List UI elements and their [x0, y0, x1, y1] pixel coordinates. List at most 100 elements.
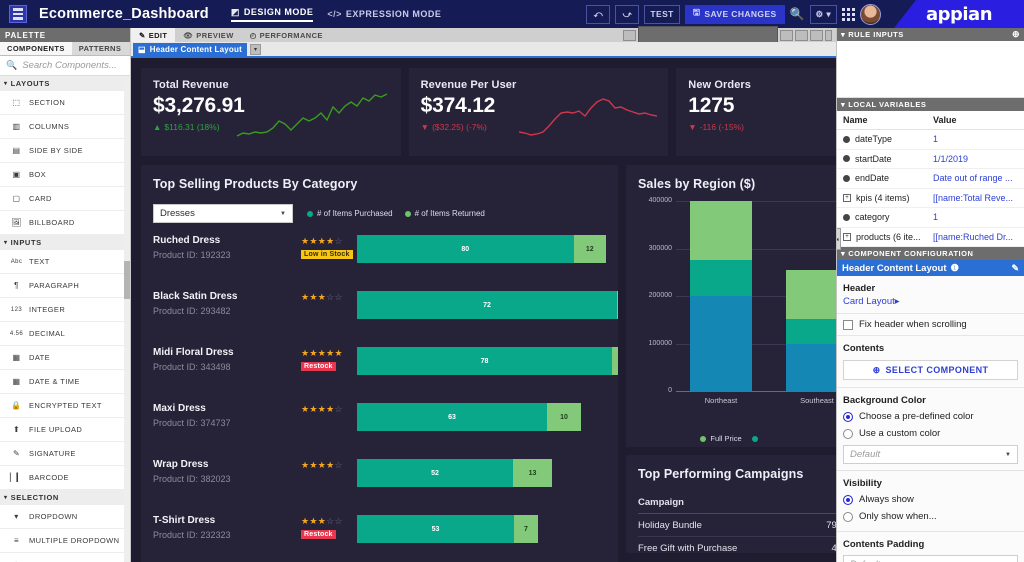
table-row[interactable]: Wrap Dress Product ID: 382023 ★★★★☆ 52 1… [153, 459, 606, 503]
palette-group-inputs[interactable]: ▾ INPUTS [0, 235, 130, 250]
bar-segment-returned: 13 [513, 459, 552, 487]
radio-button-icon[interactable] [843, 428, 853, 439]
checkbox-icon[interactable] [843, 319, 853, 330]
bg-color-dropdown[interactable]: Default ▼ [843, 445, 1018, 464]
paragraph-icon: ¶ [14, 281, 19, 290]
edit-pencil-icon[interactable]: ✎ [1011, 262, 1019, 273]
palette-item-barcode[interactable]: ▏▎ BARCODE [0, 466, 130, 490]
save-changes-button[interactable]: 🖫 SAVE CHANGES [684, 4, 785, 24]
tab-components[interactable]: COMPONENTS [0, 42, 72, 55]
breadcrumb-item-header-content-layout[interactable]: ⬓ Header Content Layout [133, 42, 247, 56]
rule-inputs-header[interactable]: ▾ RULE INPUTS ⊕ [837, 28, 1024, 41]
palette-item-date[interactable]: ▦ DATE [0, 346, 130, 370]
table-row[interactable]: Black Satin Dress Product ID: 293482 ★★★… [153, 291, 618, 335]
expand-plus-icon[interactable]: + [843, 232, 851, 241]
palette-item-box[interactable]: ▣ BOX [0, 163, 130, 187]
table-row[interactable]: Maxi Dress Product ID: 374737 ★★★★☆ 63 1… [153, 403, 606, 447]
card-layout-link[interactable]: Card Layout▸ [843, 296, 900, 307]
test-button[interactable]: TEST [644, 4, 680, 24]
top-bar-actions: ⤺ ⤻ TEST 🖫 SAVE CHANGES 🔍 ⚙ ▾ appian [586, 0, 1024, 28]
fix-header-checkbox-row[interactable]: Fix header when scrolling [837, 313, 1024, 335]
palette-item-date-time[interactable]: ▦ DATE & TIME [0, 370, 130, 394]
stacked-bar: 80 12 [357, 235, 606, 263]
add-circle-icon: ⊕ [872, 364, 881, 375]
local-variables-table: Name Value dateType 1 startDate 1/1/2019… [837, 111, 1024, 247]
product-info: Midi Floral Dress Product ID: 343498 [153, 347, 234, 372]
palette-scrollbar[interactable] [124, 76, 130, 562]
table-row[interactable]: Holiday Bundle 793,2 [638, 514, 836, 537]
palette-item-card[interactable]: ▢ CARD [0, 187, 130, 211]
radio-button-icon[interactable] [843, 494, 853, 505]
bar-segment-full-price [690, 201, 752, 260]
tab-edit[interactable]: ✎ EDIT [131, 28, 176, 42]
device-tablet-landscape[interactable] [795, 29, 808, 41]
palette-item-text[interactable]: Abc TEXT [0, 250, 130, 274]
tab-expression-mode[interactable]: </> EXPRESSION MODE [327, 9, 442, 19]
radio-button-icon[interactable] [843, 411, 853, 422]
table-row[interactable]: T-Shirt Dress Product ID: 232323 ★★★☆☆ R… [153, 515, 606, 559]
search-objects-icon[interactable]: 🔍 [789, 7, 805, 21]
list-item[interactable]: + products (6 ite... [[name:Ruched Dr... [837, 228, 1024, 247]
list-item[interactable]: startDate 1/1/2019 [837, 150, 1024, 169]
tab-performance[interactable]: ◴ PERFORMANCE [249, 30, 323, 40]
palette-item-side-by-side[interactable]: ▤ SIDE BY SIDE [0, 139, 130, 163]
category-dropdown[interactable]: Dresses ▼ [153, 204, 293, 223]
palette-group-selection[interactable]: ▾ SELECTION [0, 490, 130, 505]
device-tablet[interactable] [810, 29, 823, 41]
chevron-down-icon[interactable]: ▾ [249, 43, 261, 55]
list-item[interactable]: category 1 [837, 208, 1024, 228]
visibility-option-always[interactable]: Always show [837, 491, 1024, 508]
visibility-option-conditional[interactable]: Only show when... [837, 508, 1024, 525]
radio-button-icon[interactable] [843, 511, 853, 522]
selected-component-title[interactable]: Header Content Layout ❶ ✎ [837, 260, 1024, 276]
pane-resize-handle[interactable]: ◂ [837, 228, 841, 250]
list-item[interactable]: endDate Date out of range ... [837, 169, 1024, 189]
device-widescreen[interactable] [623, 29, 636, 41]
expand-plus-icon[interactable]: + [843, 193, 851, 202]
table-row[interactable]: Free Gift with Purchase 44,5 [638, 537, 836, 554]
redo-icon[interactable]: ⤻ [615, 4, 640, 24]
sales-by-region-card: Sales by Region ($) 400000 300000 200000… [626, 165, 836, 447]
local-variables-header[interactable]: ▾ LOCAL VARIABLES [837, 98, 1024, 111]
palette-item-dropdown[interactable]: ▾ DROPDOWN [0, 505, 130, 529]
tab-preview[interactable]: 👁 PREVIEW [183, 30, 234, 40]
palette-item-integer[interactable]: 123 INTEGER [0, 298, 130, 322]
list-item[interactable]: dateType 1 [837, 130, 1024, 150]
palette-item-file-upload[interactable]: ⬆ FILE UPLOAD [0, 418, 130, 442]
palette-item-multiple-dropdown[interactable]: ≡ MULTIPLE DROPDOWN [0, 529, 130, 553]
add-circle-icon[interactable]: ⊕ [1011, 29, 1020, 39]
palette-item-signature[interactable]: ✎ SIGNATURE [0, 442, 130, 466]
chevron-down-icon: ▾ [841, 30, 846, 39]
avatar[interactable] [860, 3, 881, 25]
palette-item-billboard[interactable]: 🖼 BILLBOARD [0, 211, 130, 235]
palette-item-radio-buttons[interactable]: ◉ RADIO BUTTONS [0, 553, 130, 562]
kpi-card-new-orders[interactable]: New Orders 1275 ▼ -116 (-15%) [676, 68, 836, 156]
undo-icon[interactable]: ⤺ [586, 4, 611, 24]
palette-item-section[interactable]: ⬚ SECTION [0, 91, 130, 115]
table-row[interactable]: Midi Floral Dress Product ID: 343498 ★★★… [153, 347, 618, 391]
gear-icon[interactable]: ⚙ ▾ [809, 4, 837, 24]
bg-option-predefined[interactable]: Choose a pre-defined color [837, 408, 1024, 425]
palette-item-decimal[interactable]: 4.56 DECIMAL [0, 322, 130, 346]
component-configuration-header[interactable]: ▾ COMPONENT CONFIGURATION [837, 247, 1024, 260]
palette-item-columns[interactable]: ▥ COLUMNS [0, 115, 130, 139]
select-component-button[interactable]: ⊕ SELECT COMPONENT [843, 360, 1018, 380]
bg-option-custom[interactable]: Use a custom color [837, 425, 1024, 442]
palette-group-layouts[interactable]: ▾ LAYOUTS [0, 76, 130, 91]
palette-item-encrypted-text[interactable]: 🔒 ENCRYPTED TEXT [0, 394, 130, 418]
status-badge: Restock [301, 530, 336, 539]
variable-bullet-icon [843, 135, 850, 143]
contents-padding-dropdown[interactable]: Default ▼ [843, 555, 1018, 562]
device-phone[interactable] [825, 29, 832, 41]
tab-patterns[interactable]: PATTERNS [78, 44, 122, 53]
list-item[interactable]: + kpis (4 items) [[name:Total Reve... [837, 189, 1024, 208]
device-laptop[interactable] [780, 29, 793, 41]
grid-apps-icon[interactable] [842, 7, 855, 21]
palette-item-paragraph[interactable]: ¶ PARAGRAPH [0, 274, 130, 298]
kpi-card-total-revenue[interactable]: Total Revenue $3,276.91 ▲ $116.31 (18%) [141, 68, 401, 156]
help-circle-icon[interactable]: ❶ [950, 262, 960, 274]
search-input[interactable]: 🔍 Search Components... [0, 56, 130, 76]
kpi-card-revenue-per-user[interactable]: Revenue Per User $374.12 ▼ ($32.25) (-7%… [408, 68, 669, 156]
tab-design-mode[interactable]: ◩ DESIGN MODE [230, 7, 314, 22]
table-row[interactable]: Ruched Dress Product ID: 192323 ★★★★☆ Lo… [153, 235, 606, 279]
